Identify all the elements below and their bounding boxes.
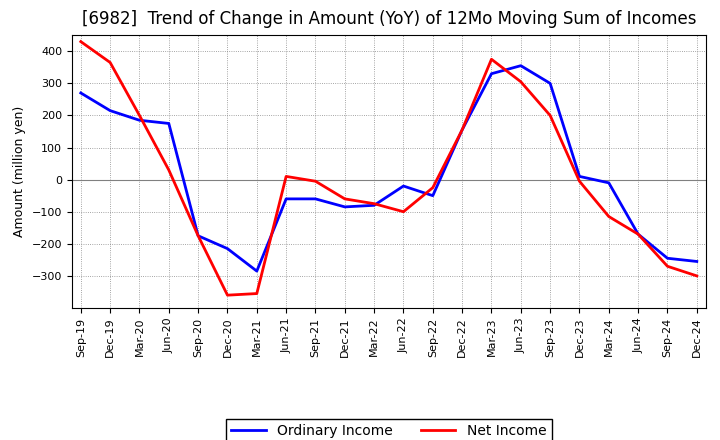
Ordinary Income [605, 180, 613, 186]
Net Income [428, 185, 437, 190]
Y-axis label: Amount (million yen): Amount (million yen) [13, 106, 26, 237]
Legend: Ordinary Income, Net Income: Ordinary Income, Net Income [226, 418, 552, 440]
Net Income [341, 196, 349, 202]
Net Income [546, 113, 554, 118]
Net Income [516, 79, 525, 84]
Ordinary Income [106, 108, 114, 113]
Net Income [605, 214, 613, 219]
Net Income [399, 209, 408, 214]
Ordinary Income [693, 259, 701, 264]
Ordinary Income [282, 196, 290, 202]
Net Income [370, 201, 379, 206]
Title: [6982]  Trend of Change in Amount (YoY) of 12Mo Moving Sum of Incomes: [6982] Trend of Change in Amount (YoY) o… [81, 10, 696, 28]
Ordinary Income [428, 193, 437, 198]
Ordinary Income [634, 231, 642, 237]
Net Income [487, 57, 496, 62]
Ordinary Income [575, 174, 584, 179]
Ordinary Income [135, 117, 144, 123]
Net Income [693, 273, 701, 279]
Net Income [76, 39, 85, 44]
Net Income [282, 174, 290, 179]
Net Income [311, 179, 320, 184]
Net Income [135, 113, 144, 118]
Net Income [253, 291, 261, 296]
Ordinary Income [223, 246, 232, 251]
Ordinary Income [370, 203, 379, 208]
Ordinary Income [341, 204, 349, 209]
Net Income [194, 233, 202, 238]
Ordinary Income [458, 127, 467, 132]
Net Income [223, 293, 232, 298]
Ordinary Income [76, 90, 85, 95]
Ordinary Income [487, 71, 496, 77]
Net Income [663, 264, 672, 269]
Net Income [458, 127, 467, 132]
Net Income [106, 60, 114, 65]
Ordinary Income [546, 81, 554, 86]
Net Income [634, 231, 642, 237]
Line: Net Income: Net Income [81, 42, 697, 295]
Ordinary Income [164, 121, 173, 126]
Ordinary Income [399, 183, 408, 189]
Ordinary Income [516, 63, 525, 68]
Net Income [575, 179, 584, 184]
Ordinary Income [311, 196, 320, 202]
Ordinary Income [253, 268, 261, 274]
Ordinary Income [663, 256, 672, 261]
Ordinary Income [194, 233, 202, 238]
Line: Ordinary Income: Ordinary Income [81, 66, 697, 271]
Net Income [164, 167, 173, 172]
